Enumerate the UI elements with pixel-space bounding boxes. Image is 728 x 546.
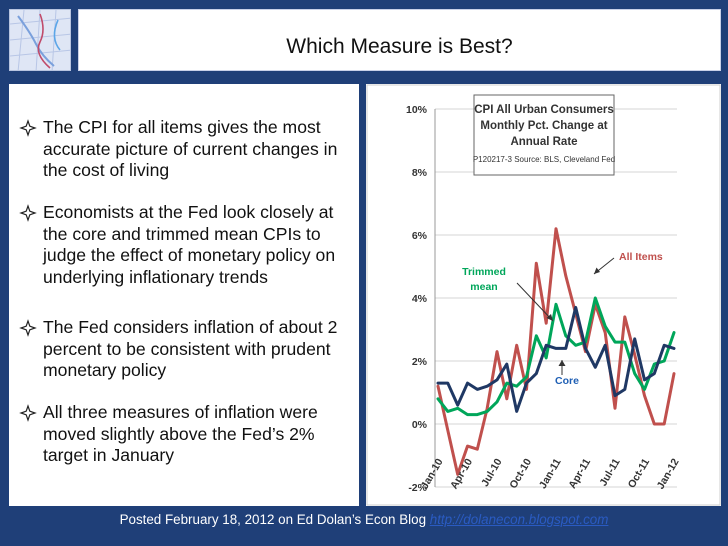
- y-tick-label: -2%: [408, 482, 427, 494]
- bullet-item: The Fed considers inflation of about 2 p…: [19, 317, 354, 382]
- chart-panel: CPI All Urban Consumers Monthly Pct. Cha…: [366, 84, 721, 506]
- chart-title-line-2: Monthly Pct. Change at: [480, 120, 607, 132]
- trimmed-mean-arrow: [516, 282, 554, 322]
- bullet-text: The CPI for all items gives the most acc…: [43, 117, 338, 180]
- chart-subtitle: P120217-3 Source: BLS, Cleveland Fed: [473, 155, 615, 164]
- series-line-core: [436, 305, 676, 413]
- trimmed-mean-arrowhead: [546, 314, 553, 321]
- core-arrowhead: [558, 360, 566, 366]
- bullet-text: Economists at the Fed look closely at th…: [43, 202, 336, 287]
- bullet-item: All three measures of inflation were mov…: [19, 402, 354, 467]
- trimmed-mean-label-line-2: mean: [470, 281, 497, 293]
- footer: Posted February 18, 2012 on Ed Dolan’s E…: [0, 512, 728, 527]
- cpi-line-chart: CPI All Urban Consumers Monthly Pct. Cha…: [366, 84, 721, 506]
- chart-title-line-1: CPI All Urban Consumers: [474, 104, 614, 116]
- core-label: Core: [555, 375, 579, 387]
- y-tick-label: 4%: [412, 293, 428, 305]
- y-tick-label: 8%: [412, 167, 428, 179]
- bullet-item: Economists at the Fed look closely at th…: [19, 202, 354, 288]
- trimmed-mean-label-line-1: Trimmed: [462, 266, 506, 278]
- y-tick-label: 10%: [406, 104, 428, 116]
- four-point-star-icon: [19, 119, 37, 137]
- title-box: Which Measure is Best?: [78, 9, 721, 71]
- four-point-star-icon: [19, 204, 37, 222]
- bullet-text: All three measures of inflation were mov…: [43, 402, 318, 465]
- y-tick-label: 6%: [412, 230, 428, 242]
- series-line-trimmed-mean: [436, 296, 676, 417]
- slide-title: Which Measure is Best?: [286, 35, 513, 58]
- bullet-item: The CPI for all items gives the most acc…: [19, 117, 354, 182]
- blog-link[interactable]: http://dolanecon.blogspot.com: [429, 512, 609, 527]
- four-point-star-icon: [19, 404, 37, 422]
- all-items-label: All Items: [619, 251, 663, 263]
- text-panel: The CPI for all items gives the most acc…: [9, 84, 359, 506]
- logo: [9, 9, 71, 71]
- y-tick-label: 0%: [412, 419, 428, 431]
- series-line-all-items: [436, 227, 676, 476]
- all-items-arrowhead: [594, 267, 600, 274]
- four-point-star-icon: [19, 319, 37, 337]
- bullet-text: The Fed considers inflation of about 2 p…: [43, 317, 338, 380]
- chart-title-line-3: Annual Rate: [510, 136, 577, 148]
- footer-text: Posted February 18, 2012 on Ed Dolan’s E…: [119, 512, 427, 527]
- y-tick-label: 2%: [412, 356, 428, 368]
